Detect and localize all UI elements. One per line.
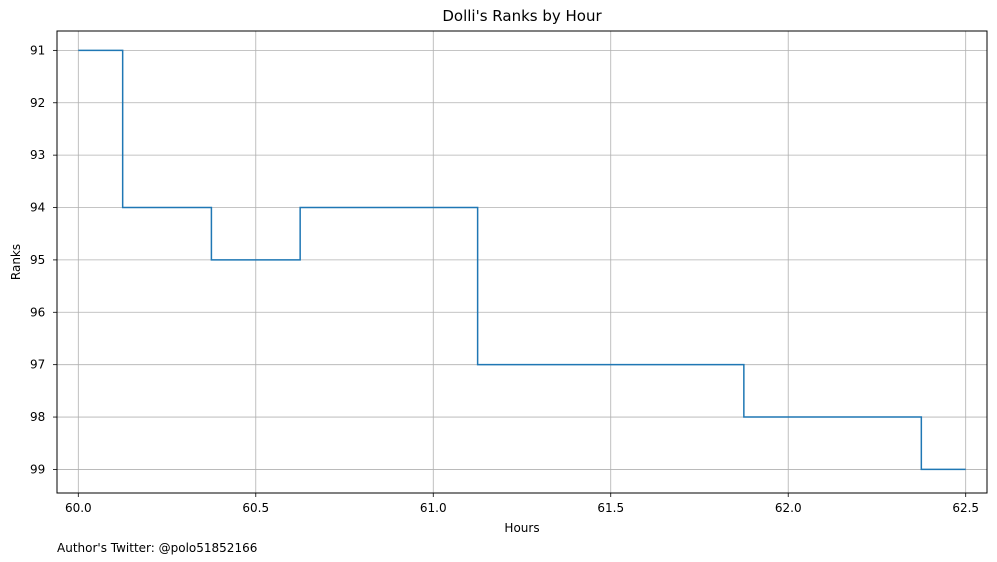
y-tick-label: 99 (30, 462, 45, 476)
x-tick-label: 60.0 (65, 501, 92, 515)
rank-step-line (78, 49, 966, 471)
y-tick-label: 93 (30, 148, 45, 162)
chart-title: Dolli's Ranks by Hour (442, 7, 602, 25)
plot-frame (56, 30, 988, 494)
tick-layer: 60.0 60.5 61.0 61.5 62.0 62.5 91 92 93 94 95 96 97 98… (30, 43, 979, 515)
y-tick-label: 97 (30, 358, 45, 372)
x-tick-label: 61.5 (597, 501, 624, 515)
y-tick-label: 91 (30, 43, 45, 57)
x-axis-label: Hours (504, 521, 539, 535)
x-tick-label: 61.0 (420, 501, 447, 515)
author-credit: Author's Twitter: @polo51852166 (57, 541, 257, 555)
y-tick-label: 95 (30, 253, 45, 267)
y-tick-label: 92 (30, 96, 45, 110)
y-tick-label: 98 (30, 410, 45, 424)
x-tick-label: 60.5 (242, 501, 269, 515)
y-tick-label: 94 (30, 201, 45, 215)
x-tick-label: 62.0 (775, 501, 802, 515)
series-layer (78, 49, 966, 471)
x-tick-label: 62.5 (952, 501, 979, 515)
y-axis-label: Ranks (9, 244, 23, 280)
y-tick-label: 96 (30, 305, 45, 319)
